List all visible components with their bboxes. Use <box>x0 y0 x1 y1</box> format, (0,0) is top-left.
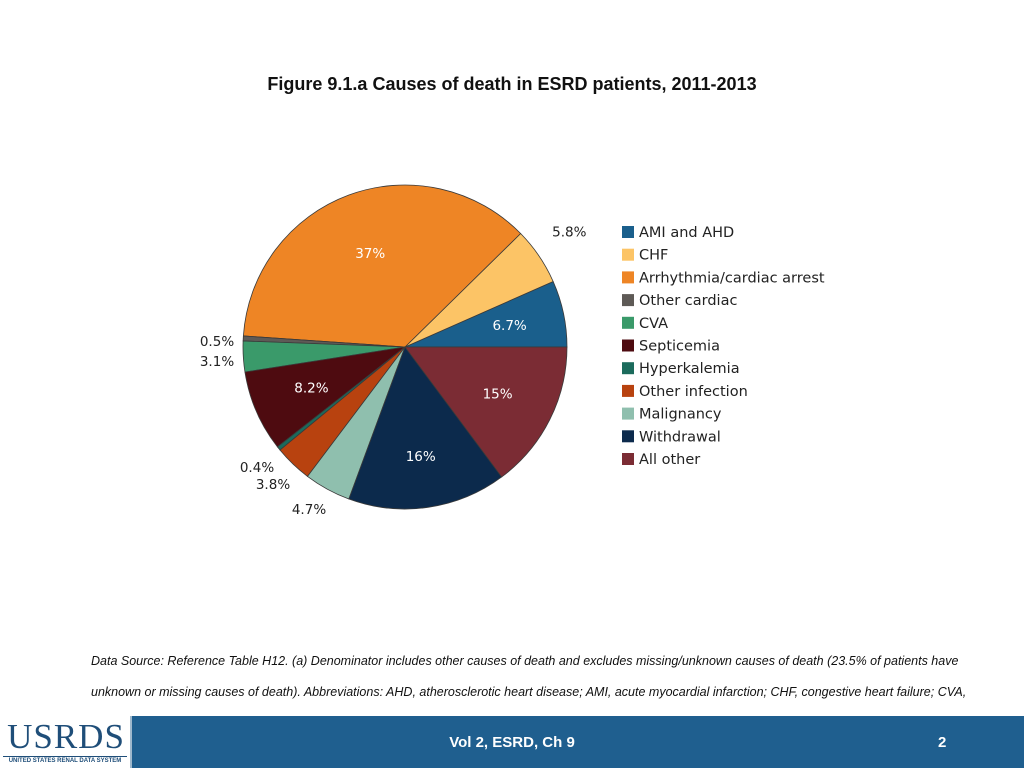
legend-label-malignancy: Malignancy <box>639 407 722 423</box>
slice-label-arrhythmia-cardiac-arrest: 37% <box>355 246 385 262</box>
pie-slice-withdrawal <box>348 346 503 510</box>
legend-swatch-arrhythmia-cardiac-arrest <box>622 271 634 284</box>
legend-swatch-ami-and-ahd <box>622 226 634 238</box>
slice-label-septicemia: 8.2% <box>294 381 328 397</box>
pie-slice-labels: 6.7% 5.8% 37% 0.5% 3.1% 8.2% 0.4%3.8%4.7% 16% 15… <box>200 225 587 518</box>
legend-swatch-septicemia <box>622 339 634 352</box>
pie-slices <box>242 184 568 510</box>
slice-label-other-cardiac: 0.5% <box>200 334 234 350</box>
slice-label-malignancy: 4.7% <box>292 502 326 518</box>
chart-legend: AMI and AHD CHF Arrhythmia/cardiac arrest O… <box>622 225 825 468</box>
logo-subtitle: UNITED STATES RENAL DATA SYSTEM <box>8 758 122 764</box>
usrds-logo: USRDS UNITED STATES RENAL DATA SYSTEM <box>0 716 132 768</box>
pie-slice-arrhythmia-cardiac-arrest <box>242 184 522 348</box>
legend-label-other-infection: Other infection <box>639 384 748 400</box>
legend-label-withdrawal: Withdrawal <box>639 429 721 445</box>
legend-swatch-withdrawal <box>622 430 634 443</box>
legend-swatch-malignancy <box>622 407 634 420</box>
legend-swatch-hyperkalemia <box>622 362 634 375</box>
legend-label-arrhythmia-cardiac-arrest: Arrhythmia/cardiac arrest <box>639 270 825 286</box>
legend-label-cva: CVA <box>639 316 668 332</box>
slice-label-withdrawal: 16% <box>406 449 436 465</box>
legend-label-all-other: All other <box>639 452 700 468</box>
legend-swatch-other-cardiac <box>622 294 634 307</box>
logo-text: USRDS <box>7 717 125 756</box>
legend-label-septicemia: Septicemia <box>639 339 720 355</box>
slice-label-ami-and-ahd: 6.7% <box>492 318 526 334</box>
legend-label-ami-and-ahd: AMI and AHD <box>639 225 734 241</box>
logo-divider <box>3 756 127 757</box>
legend-swatch-cva <box>622 316 634 329</box>
slice-label-other-infection: 3.8% <box>256 477 290 493</box>
legend-swatch-other-infection <box>622 384 634 397</box>
slice-label-cva: 3.1% <box>200 354 234 370</box>
footer-bar: USRDS UNITED STATES RENAL DATA SYSTEM Vo… <box>0 716 1024 768</box>
legend-swatch-chf <box>622 248 634 261</box>
chart-title: Figure 9.1.a Causes of death in ESRD pat… <box>267 74 757 94</box>
pie-slice-all-other <box>404 346 568 478</box>
slice-label-chf: 5.8% <box>552 225 586 241</box>
legend-label-other-cardiac: Other cardiac <box>639 293 737 309</box>
legend-label-chf: CHF <box>639 248 668 264</box>
legend-label-hyperkalemia: Hyperkalemia <box>639 361 740 377</box>
slice-label-all-other: 15% <box>483 387 513 403</box>
pie-chart: 6.7% 5.8% 37% 0.5% 3.1% 8.2% 0.4%3.8%4.7% 16% 15… <box>200 184 825 518</box>
legend-swatch-all-other <box>622 453 634 465</box>
footer-volume-chapter: Vol 2, ESRD, Ch 9 <box>449 734 575 751</box>
slice-label-hyperkalemia: 0.4% <box>240 460 274 476</box>
page-number: 2 <box>938 734 947 751</box>
